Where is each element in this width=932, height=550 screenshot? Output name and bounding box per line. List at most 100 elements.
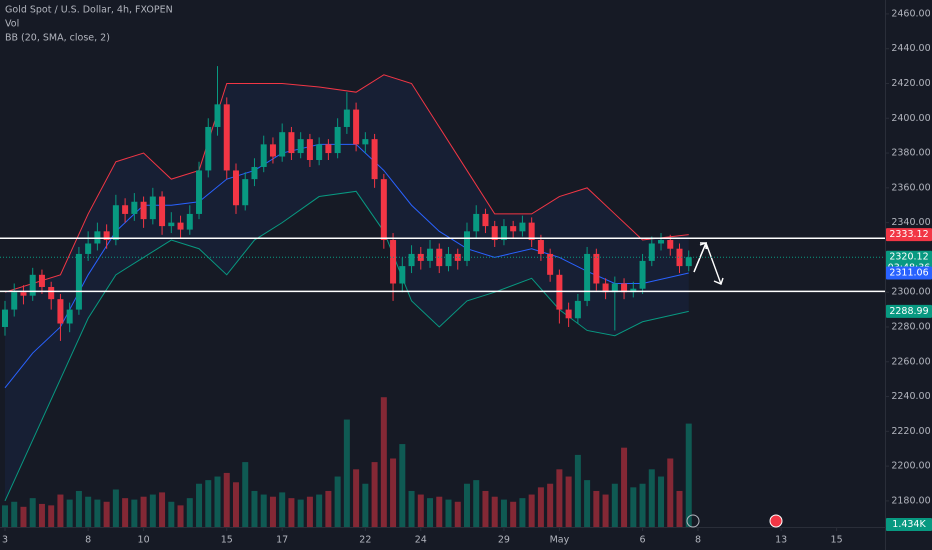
candle-body [454, 253, 461, 261]
event-icon[interactable] [686, 514, 700, 528]
volume-bar [48, 505, 55, 527]
volume-bar [306, 496, 313, 527]
candle-body [500, 226, 507, 241]
candle-body [427, 248, 434, 261]
candle-body [630, 288, 637, 293]
y-tick-label: 2220.00 [891, 426, 930, 437]
price-tag [886, 228, 932, 242]
candle-body [66, 309, 73, 324]
volume-bar [621, 447, 628, 527]
plot [1, 66, 692, 527]
event-icon[interactable] [769, 514, 783, 528]
volume-bar [667, 458, 674, 527]
x-tick-label: 10 [138, 535, 150, 546]
x-tick-label: 22 [359, 535, 371, 546]
candle-body [168, 222, 175, 227]
volume-bar [325, 490, 332, 527]
candle-body [593, 253, 600, 284]
candle-body [353, 109, 360, 145]
candle-body [639, 260, 646, 289]
volume-bar [140, 496, 147, 527]
candle-body [380, 179, 387, 241]
candle-body [390, 240, 397, 284]
volume-bar [85, 496, 92, 527]
volume-bar [482, 490, 489, 527]
volume-bar [11, 501, 18, 527]
candle-body [537, 240, 544, 254]
candle-body [29, 274, 36, 296]
candle-body [667, 240, 674, 249]
volume-bar [288, 498, 295, 527]
candle-body [316, 144, 323, 161]
volume-bar [574, 454, 581, 527]
candle-body [279, 132, 286, 157]
volume-bar [519, 498, 526, 527]
x-tick-label: 24 [415, 535, 427, 546]
volume-bar [427, 498, 434, 527]
volume-bar [537, 487, 544, 527]
candle-body [685, 257, 692, 267]
volume-bar [279, 492, 286, 527]
candle-body [574, 300, 581, 319]
price-tag [886, 304, 932, 318]
indicator-label: BB (20, SMA, close, 2) [5, 33, 110, 44]
volume-bar [362, 483, 369, 527]
chart-title: Gold Spot / U.S. Dollar, 4h, FXOPEN [5, 5, 173, 16]
candle-body [232, 170, 239, 206]
candle-body [103, 231, 110, 241]
candle-body [260, 144, 267, 167]
candle-body [371, 139, 378, 180]
y-tick-label: 2460.00 [891, 8, 930, 19]
volume-bar [260, 494, 267, 527]
candle-body [621, 283, 628, 293]
candle-body [436, 248, 443, 267]
candle-body [149, 196, 156, 220]
x-tick-label: May [550, 535, 570, 546]
y-tick-label: 2240.00 [891, 391, 930, 402]
candle-body [186, 213, 193, 230]
candle-body [334, 126, 341, 154]
volume-bar [408, 490, 415, 527]
y-tick-label: 2200.00 [891, 461, 930, 472]
y-tick-label: 2340.00 [891, 217, 930, 228]
candle-body [463, 231, 470, 261]
volume-bar [112, 489, 119, 527]
candle-body [11, 292, 18, 310]
candle-body [528, 222, 535, 241]
candle-body [85, 243, 92, 254]
volume-bar [177, 505, 184, 527]
candle-body [306, 139, 313, 161]
volume-bar [445, 499, 452, 527]
x-tick-label: 17 [276, 535, 288, 546]
volume-bar [334, 476, 341, 527]
bb-lower-line [4, 190, 689, 502]
candle-body [611, 283, 618, 293]
volume-bar [593, 490, 600, 527]
volume-bar [66, 499, 73, 527]
candle-body [602, 283, 609, 293]
volume-bar [371, 462, 378, 527]
volume-bar [251, 490, 258, 527]
candle-body [565, 309, 572, 319]
volume-bar [214, 476, 221, 527]
candle-body [196, 170, 203, 214]
volume-bar [316, 494, 323, 527]
volume-bar [547, 483, 554, 527]
volume-bar [676, 490, 683, 527]
candle-body [57, 299, 64, 324]
volume-bar [205, 480, 212, 527]
candle-body [297, 139, 304, 154]
candle-body [177, 222, 184, 230]
candle-body [556, 274, 563, 310]
volume-bar [57, 494, 64, 527]
volume-bar [639, 483, 646, 527]
candle-body [648, 243, 655, 261]
volume-bar [223, 472, 230, 527]
volume-bar [463, 483, 470, 527]
candle-body [94, 231, 101, 244]
candle-body [112, 205, 119, 241]
volume-bar [186, 498, 193, 527]
candle-body [510, 226, 517, 232]
y-tick-label: 2380.00 [891, 148, 930, 159]
